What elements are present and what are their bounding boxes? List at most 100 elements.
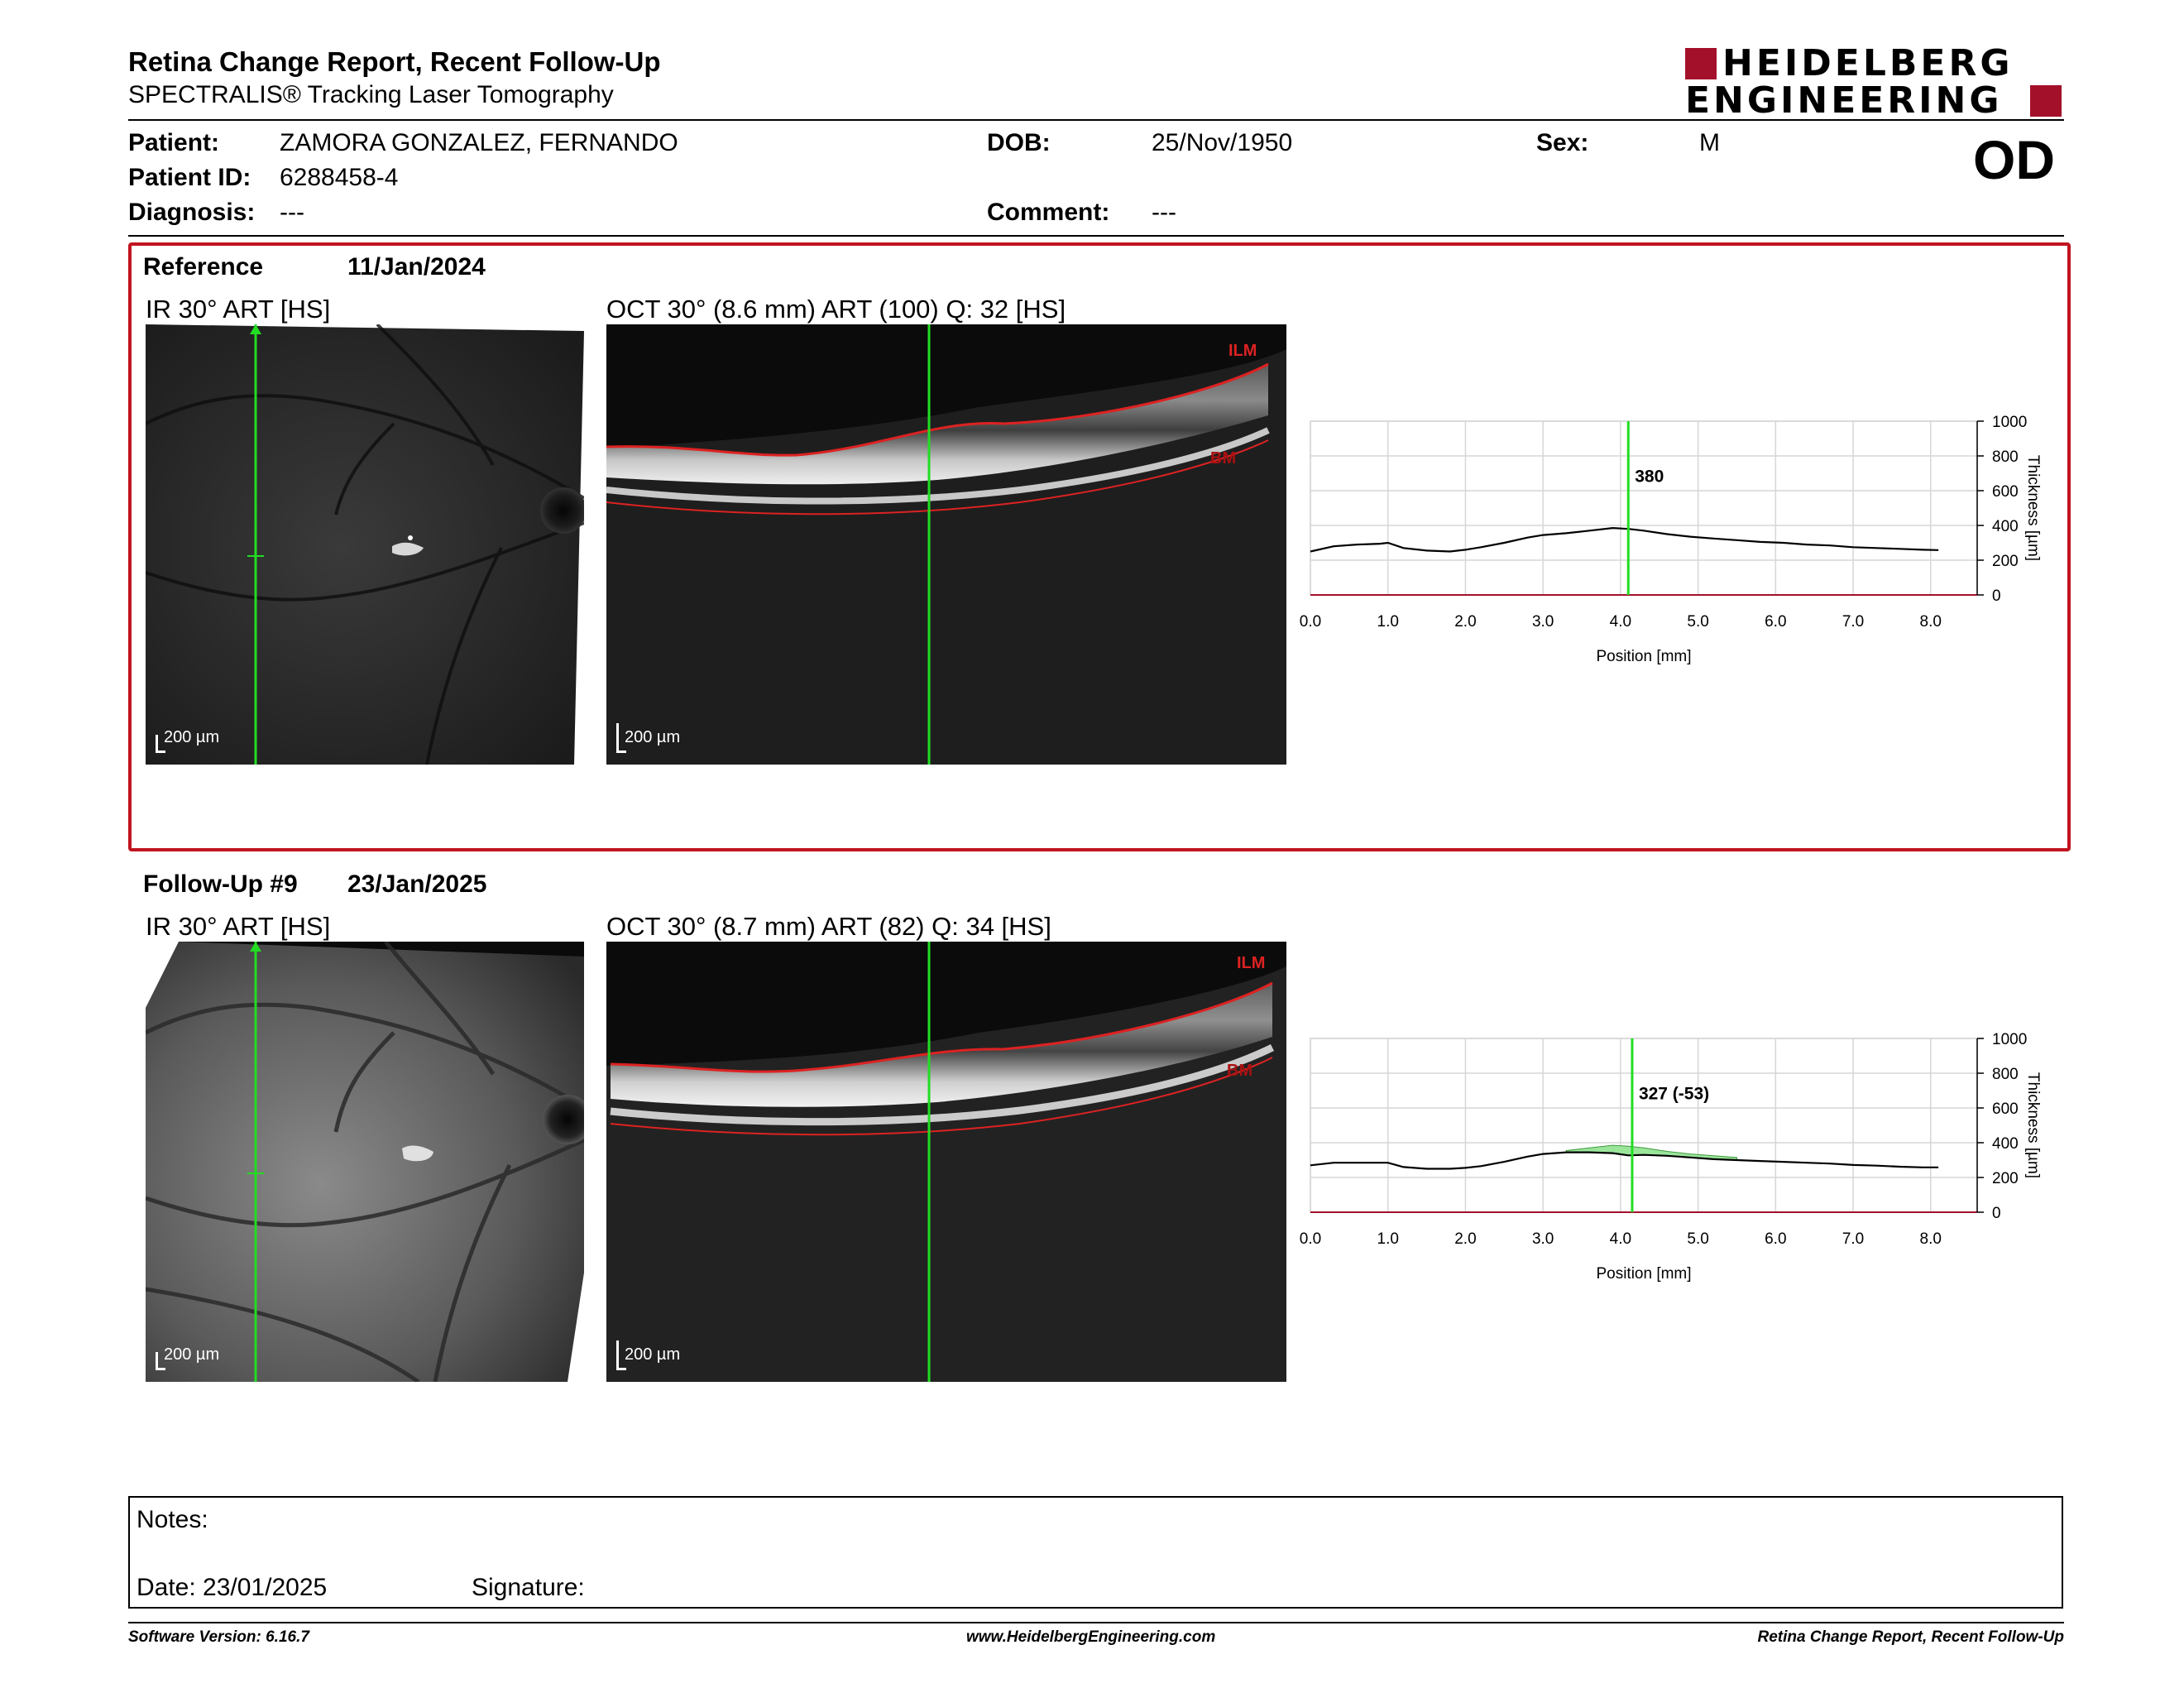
chart-ylabel: Thickness [µm] [2024,455,2042,561]
report-title: Retina Change Report, Recent Follow-Up [128,46,661,77]
patient-name: ZAMORA GONZALEZ, FERNANDO [280,129,678,156]
footer-report-name: Retina Change Report, Recent Follow-Up [1757,1628,2064,1646]
notes-date: Date: 23/01/2025 [136,1574,328,1601]
chart-xlabel: Position [mm] [1596,1265,1691,1283]
patient-id-value: 6288458-4 [280,164,399,191]
chart-xtick-label: 3.0 [1532,1230,1554,1248]
chart-xlabel: Position [mm] [1596,648,1691,665]
chart-xtick-label: 2.0 [1454,613,1476,631]
followup-ir-title: IR 30° ART [HS] [146,912,331,941]
reference-oct-title: OCT 30° (8.6 mm) ART (100) Q: 32 [HS] [606,295,1066,324]
patient-id-label: Patient ID: [128,164,251,191]
reference-oct-scalebar: 200 µm [616,723,716,753]
chart-xtick-label: 7.0 [1842,1230,1864,1248]
chart-ytick-label: 600 [1992,483,2019,501]
chart-marker-label: 380 [1635,468,1664,487]
chart-xtick-label: 0.0 [1300,613,1321,631]
patient-label: Patient: [128,129,220,156]
followup-ir-scalebar: 200 µm [156,1345,255,1370]
diagnosis-value: --- [280,199,304,226]
sex-label: Sex: [1536,129,1589,156]
followup-ir-image[interactable]: 200 µm [146,942,584,1382]
reference-bm-label: BM [1210,449,1236,468]
reference-ir-title: IR 30° ART [HS] [146,295,331,324]
chart-xtick-label: 4.0 [1610,613,1631,631]
eye-indicator: OD [1973,129,2055,190]
followup-oct-graphic: ILM BM [606,942,1286,1382]
followup-thickness-chart: 0 200 400 600 800 1000 0.0 1.0 2.0 3.0 4.0 5.0 6.0 7.… [1300,1031,2042,1283]
reference-panel [128,242,2071,851]
chart-ytick-label: 800 [1992,448,2019,466]
report-subtitle: SPECTRALIS® Tracking Laser Tomography [128,81,614,108]
followup-label: Follow-Up #9 [143,870,298,898]
reference-ir-scale-label: 200 µm [164,728,220,746]
chart-xtick-label: 3.0 [1532,613,1554,631]
chart-series-line [1310,1151,1939,1170]
diagnosis-label: Diagnosis: [128,199,256,226]
reference-fundus-graphic [146,324,584,765]
chart-ytick-label: 600 [1992,1101,2019,1118]
reference-ir-scalebar: 200 µm [156,728,255,753]
comment-value: --- [1152,199,1176,226]
reference-oct-graphic: ILM BM [606,324,1286,765]
chart-ytick-label: 400 [1992,1135,2019,1153]
signature-label: Signature: [472,1574,585,1601]
reference-label: Reference [143,253,264,281]
followup-ir-scale-label: 200 µm [164,1345,220,1364]
chart-xtick-label: 8.0 [1920,1230,1942,1248]
notes-label: Notes: [136,1506,208,1533]
logo-square-bottom [2030,85,2062,117]
chart-xtick-label: 7.0 [1842,613,1864,631]
chart-xtick-label: 4.0 [1610,1230,1631,1248]
chart-marker-label: 327 (-53) [1639,1085,1709,1104]
footer-divider [128,1622,2064,1623]
chart-ytick-label: 0 [1992,1205,2001,1222]
chart-ylabel: Thickness [µm] [2024,1072,2042,1178]
chart-plot-area [1310,1038,1978,1213]
followup-oct-scale-label: 200 µm [625,1345,681,1364]
chart-ytick-label: 200 [1992,1170,2019,1187]
followup-oct-image[interactable]: ILM BM 200 µm [606,942,1286,1382]
chart-xtick-label: 1.0 [1377,613,1399,631]
chart-xtick-label: 1.0 [1377,1230,1399,1248]
chart-xtick-label: 5.0 [1687,613,1708,631]
chart-xtick-label: 6.0 [1765,613,1786,631]
followup-fundus-graphic [146,942,584,1382]
chart-ytick-label: 1000 [1992,414,2027,431]
dob-value: 25/Nov/1950 [1152,129,1293,156]
chart-series-line [1310,526,1939,553]
patient-divider [128,235,2064,237]
chart-xtick-label: 6.0 [1765,1230,1786,1248]
logo-square-top [1685,48,1717,79]
sex-value: M [1699,129,1720,156]
reference-oct-scale-label: 200 µm [625,728,681,746]
chart-ytick-label: 800 [1992,1066,2019,1083]
followup-oct-scalebar: 200 µm [616,1340,716,1370]
chart-xtick-label: 5.0 [1687,1230,1708,1248]
comment-label: Comment: [987,199,1110,226]
reference-date: 11/Jan/2024 [347,253,486,281]
reference-ilm-label: ILM [1228,342,1257,360]
header-divider [128,119,2064,121]
chart-ytick-label: 200 [1992,553,2019,570]
followup-date: 23/Jan/2025 [347,870,487,898]
chart-ytick-label: 400 [1992,518,2019,535]
chart-plot-area [1310,420,1978,596]
website: www.HeidelbergEngineering.com [966,1628,1216,1646]
chart-ytick-label: 0 [1992,587,2001,605]
chart-ytick-label: 1000 [1992,1031,2027,1048]
reference-oct-image[interactable]: ILM BM 200 µm [606,324,1286,765]
logo-line-1: HEIDELBERG [1722,42,2014,84]
reference-thickness-chart: 0 200 400 600 800 1000 0.0 1.0 2.0 3.0 4.0 5.0 6.0 7.… [1300,414,2042,665]
notes-box[interactable]: Notes: Date: 23/01/2025 Signature: [128,1496,2063,1609]
followup-bm-label: BM [1227,1062,1252,1080]
chart-xtick-label: 2.0 [1454,1230,1476,1248]
dob-label: DOB: [987,129,1051,156]
software-version: Software Version: 6.16.7 [128,1628,309,1646]
followup-oct-title: OCT 30° (8.7 mm) ART (82) Q: 34 [HS] [606,912,1051,941]
chart-xtick-label: 0.0 [1300,1230,1321,1248]
reference-ir-image[interactable]: 200 µm [146,324,584,765]
logo-line-2: ENGINEERING [1685,79,2003,122]
followup-ilm-label: ILM [1237,954,1265,972]
chart-xtick-label: 8.0 [1920,613,1942,631]
